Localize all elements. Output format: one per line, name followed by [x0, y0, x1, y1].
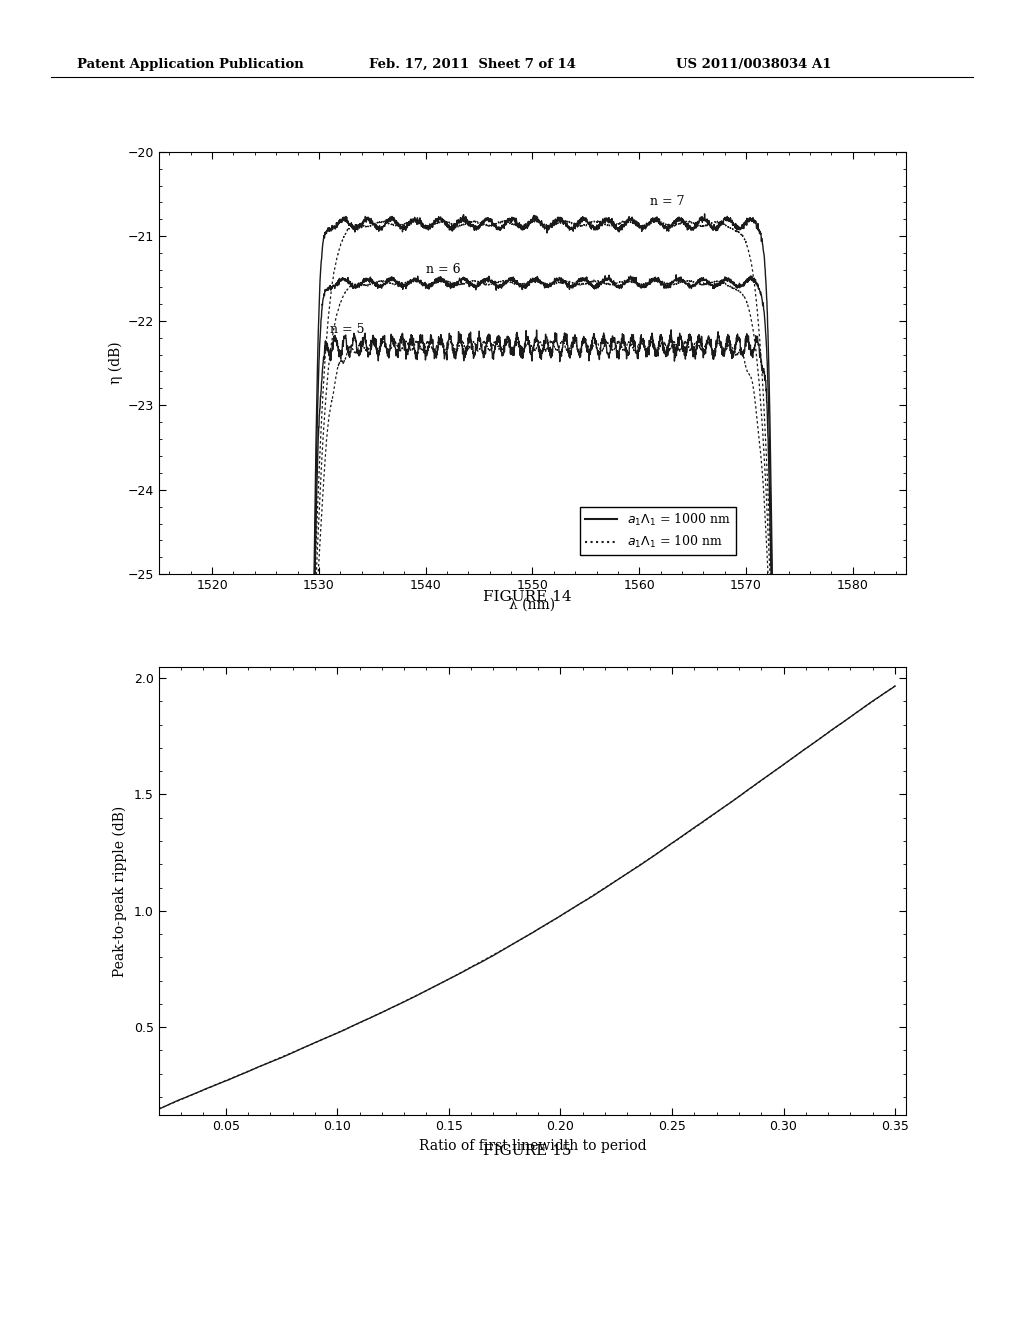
- X-axis label: Ratio of first linewidth to period: Ratio of first linewidth to period: [419, 1139, 646, 1152]
- Text: FIGURE 15: FIGURE 15: [483, 1144, 571, 1158]
- Text: US 2011/0038034 A1: US 2011/0038034 A1: [676, 58, 831, 71]
- Text: Feb. 17, 2011  Sheet 7 of 14: Feb. 17, 2011 Sheet 7 of 14: [369, 58, 575, 71]
- Text: n = 7: n = 7: [650, 195, 684, 209]
- Y-axis label: Peak-to-peak ripple (dB): Peak-to-peak ripple (dB): [113, 805, 127, 977]
- Text: n = 5: n = 5: [330, 323, 365, 337]
- Legend: $a_1\Lambda_1$ = 1000 nm, $a_1\Lambda_1$ = 100 nm: $a_1\Lambda_1$ = 1000 nm, $a_1\Lambda_1$…: [581, 507, 735, 556]
- Y-axis label: η (dB): η (dB): [109, 342, 123, 384]
- Text: n = 6: n = 6: [426, 263, 461, 276]
- X-axis label: λ (nm): λ (nm): [509, 598, 556, 611]
- Text: FIGURE 14: FIGURE 14: [483, 590, 571, 603]
- Text: Patent Application Publication: Patent Application Publication: [77, 58, 303, 71]
